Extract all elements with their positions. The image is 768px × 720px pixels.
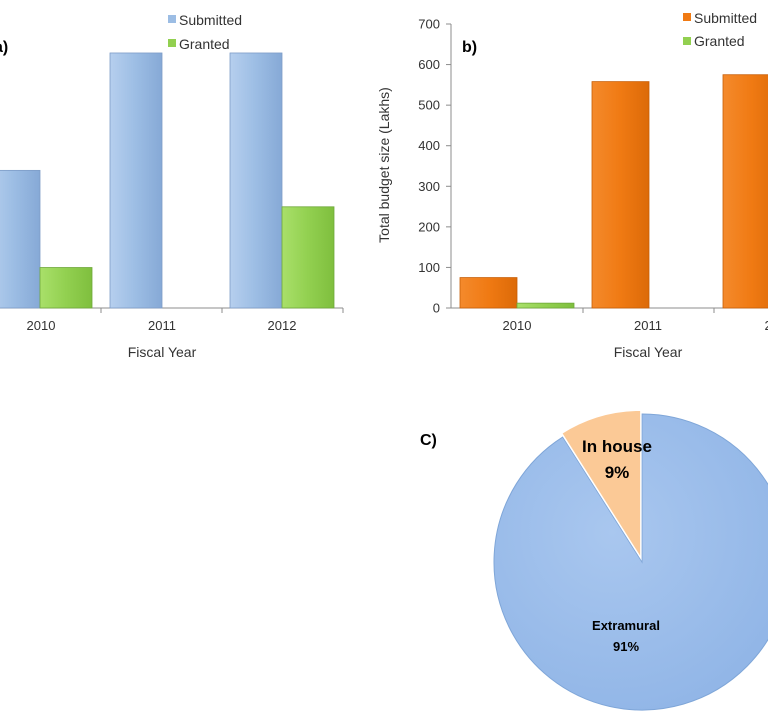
- chart-b-y-tick-label: 200: [418, 219, 440, 234]
- pie-slice-in-house: [560, 409, 642, 561]
- pie-value-in-house: 9%: [605, 463, 630, 482]
- chart-a: a) 2010 2011 2012 Fiscal Year Submitted Gr…: [0, 12, 344, 360]
- chart-a-legend-swatch-submitted: [168, 15, 176, 23]
- chart-b-bars: [459, 74, 768, 309]
- chart-a-x-tick-label: 2012: [268, 318, 297, 333]
- pie-label-extramural: Extramural: [592, 618, 660, 633]
- chart-a-legend-submitted: Submitted: [179, 12, 242, 28]
- chart-b-legend-submitted: Submitted: [694, 10, 757, 26]
- chart-a-axes: [0, 307, 344, 313]
- chart-b: b) Total budget size (Lakhs) 0 100 200 300 4…: [376, 10, 768, 360]
- chart-b-y-tick-label: 700: [418, 17, 440, 32]
- chart-c-pie: [493, 409, 768, 711]
- chart-b-x-tick-label: 2011: [634, 318, 662, 333]
- chart-b-bar-submitted-2010: [459, 277, 518, 309]
- chart-c-panel-label: C): [420, 432, 437, 449]
- chart-a-legend-granted: Granted: [179, 36, 230, 52]
- chart-b-y-ticks: 0 100 200 300 400 500 600 700: [418, 17, 451, 316]
- chart-b-y-axis-title: Total budget size (Lakhs): [376, 87, 392, 243]
- pie-value-extramural: 91%: [613, 639, 639, 654]
- chart-b-y-tick-label: 100: [418, 260, 440, 275]
- chart-b-y-tick-label: 600: [418, 57, 440, 72]
- chart-b-bar-submitted-2011: [591, 81, 650, 309]
- chart-b-bar-granted-2010: [516, 302, 575, 309]
- chart-b-panel-label: b): [462, 39, 477, 56]
- chart-a-legend: Submitted Granted: [168, 12, 242, 52]
- chart-a-bar-submitted-2010: [0, 169, 41, 309]
- chart-a-panel-label: a): [0, 39, 8, 56]
- chart-a-x-tick-label: 2010: [27, 318, 56, 333]
- chart-b-legend-swatch-granted: [683, 37, 691, 45]
- chart-a-x-axis-title: Fiscal Year: [128, 344, 197, 360]
- chart-b-y-tick-label: 500: [418, 98, 440, 113]
- chart-a-bar-granted-2010: [39, 267, 93, 309]
- chart-a-bar-granted-2012: [281, 206, 335, 309]
- chart-a-legend-swatch-granted: [168, 39, 176, 47]
- pie-slice-extramural: [493, 413, 768, 711]
- chart-b-x-tick-label: 2012: [765, 318, 768, 333]
- chart-b-x-ticks: 2010 2011 2012: [503, 318, 768, 333]
- chart-b-y-tick-label: 400: [418, 138, 440, 153]
- chart-b-bar-submitted-2012: [722, 74, 768, 309]
- chart-b-legend-granted: Granted: [694, 33, 745, 49]
- chart-b-y-tick-label: 0: [433, 301, 440, 316]
- pie-label-in-house: In house: [582, 437, 652, 456]
- chart-b-x-axis-title: Fiscal Year: [614, 344, 683, 360]
- chart-b-y-tick-label: 300: [418, 179, 440, 194]
- chart-b-legend: Submitted Granted: [683, 10, 757, 49]
- chart-c: C) In house 9% Extramural 91%: [420, 409, 768, 711]
- chart-b-x-tick-label: 2010: [503, 318, 532, 333]
- chart-a-bars: [0, 52, 335, 309]
- chart-a-x-tick-label: 2011: [148, 318, 176, 333]
- chart-a-bar-submitted-2012: [229, 52, 283, 309]
- chart-b-legend-swatch-submitted: [683, 13, 691, 21]
- chart-a-x-ticks: 2010 2011 2012: [27, 318, 297, 333]
- chart-a-bar-submitted-2011: [109, 52, 163, 309]
